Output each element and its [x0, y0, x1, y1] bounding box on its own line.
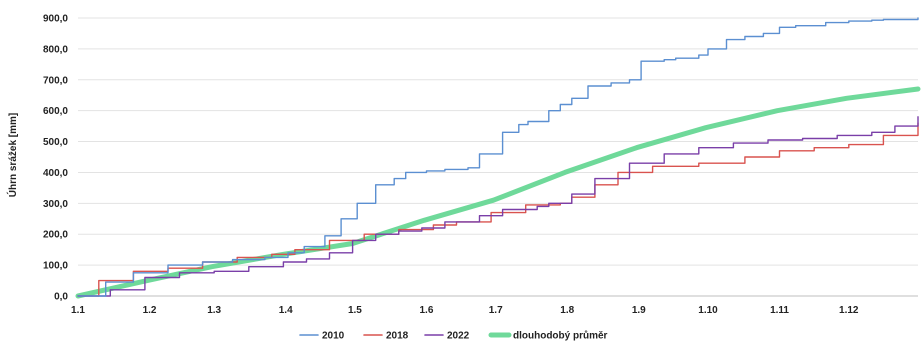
y-tick-label: 100,0: [43, 261, 68, 272]
legend-label: dlouhodobý průměr: [513, 330, 608, 342]
y-tick-label: 400,0: [43, 168, 68, 179]
x-tick-label: 1.3: [207, 305, 221, 316]
legend-label: 2018: [386, 331, 409, 342]
legend-label: 2022: [447, 331, 470, 342]
x-tick-label: 1.7: [489, 305, 503, 316]
series-line-2010: [77, 17, 919, 297]
x-tick-labels: 1.1 1.2 1.3 1.4 1.5 1.6 1.7 1.8 1.9 1.10 1.11 1.12: [71, 305, 859, 316]
series-lines: [75, 17, 921, 299]
x-tick-label: 1.5: [348, 305, 362, 316]
y-axis-label: Úhrn srážek [mm]: [6, 113, 19, 197]
series-line-dlouhodobý-průměr: [75, 86, 921, 299]
y-tick-label: 500,0: [43, 137, 68, 148]
x-tick-label: 1.1: [71, 305, 85, 316]
x-tick-label: 1.4: [279, 305, 293, 316]
y-tick-label: 700,0: [43, 75, 68, 86]
y-tick-label: 200,0: [43, 230, 68, 241]
y-tick-label: 0,0: [54, 292, 68, 303]
x-tick-label: 1.8: [560, 305, 574, 316]
y-tick-label: 900,0: [43, 14, 68, 25]
x-tick-label: 1.9: [632, 305, 646, 316]
legend-label: 2010: [322, 331, 345, 342]
x-tick-label: 1.6: [420, 305, 434, 316]
y-tick-label: 800,0: [43, 44, 68, 55]
grid: [78, 17, 918, 297]
series-line-2022: [77, 116, 919, 297]
y-tick-labels: 0,0 100,0 200,0 300,0 400,0 500,0 600,0 700,0 80…: [43, 14, 68, 303]
x-tick-label: 1.2: [143, 305, 157, 316]
x-tick-label: 1.10: [698, 305, 718, 316]
x-tick-label: 1.12: [839, 305, 859, 316]
y-tick-label: 300,0: [43, 199, 68, 210]
legend: 2010 2018 2022 dlouhodobý průměr: [299, 330, 608, 342]
x-tick-label: 1.11: [770, 305, 789, 316]
y-tick-label: 600,0: [43, 106, 68, 117]
